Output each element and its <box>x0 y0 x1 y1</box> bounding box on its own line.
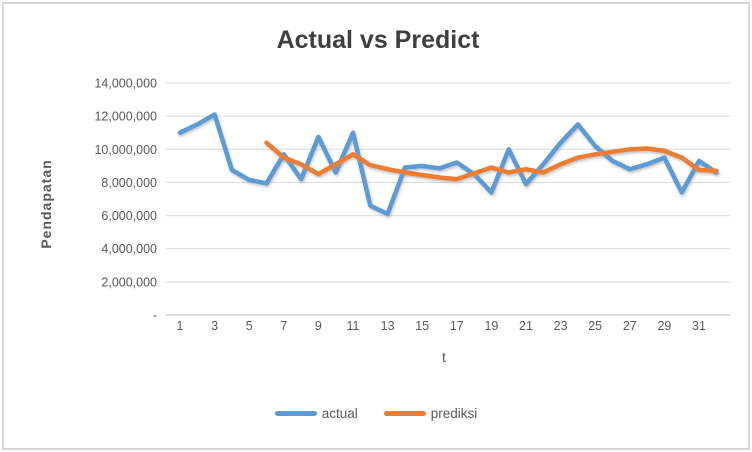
x-tick-label: 1 <box>177 319 184 333</box>
y-tick-label: 8,000,000 <box>101 176 157 190</box>
y-tick-label: 6,000,000 <box>101 209 157 223</box>
legend-item-prediksi[interactable]: prediksi <box>383 406 478 421</box>
legend-label-prediksi: prediksi <box>430 406 478 421</box>
y-tick-label: 4,000,000 <box>101 242 157 256</box>
x-tick-label: 9 <box>315 319 322 333</box>
y-tick-label: 14,000,000 <box>94 77 157 91</box>
y-tick-label: 10,000,000 <box>94 143 157 157</box>
x-tick-label: 5 <box>246 319 253 333</box>
legend-item-actual[interactable]: actual <box>274 406 358 421</box>
x-tick-label: 11 <box>347 319 360 333</box>
legend: actual prediksi <box>0 406 752 421</box>
actual-line-swatch-icon <box>274 411 317 416</box>
x-tick-label: 29 <box>657 319 671 333</box>
y-tick-label: 12,000,000 <box>94 110 157 124</box>
x-tick-label: 31 <box>692 319 706 333</box>
actual-series-line[interactable] <box>177 112 719 217</box>
x-tick-label: 27 <box>623 319 637 333</box>
chart-title: Actual vs Predict <box>276 26 480 54</box>
x-tick-label: 7 <box>280 319 287 333</box>
x-tick-label: 13 <box>381 319 395 333</box>
x-tick-label: 25 <box>588 319 602 333</box>
legend-label-actual: actual <box>321 406 358 421</box>
prediksi-line-swatch-icon <box>383 411 426 416</box>
x-tick-label: 17 <box>450 319 464 333</box>
y-tick-label: 2,000,000 <box>101 275 157 289</box>
x-tick-label: 21 <box>519 319 533 333</box>
x-axis-title: t <box>442 349 446 365</box>
x-tick-label: 15 <box>415 319 429 333</box>
prediksi-series-line[interactable] <box>264 140 719 182</box>
y-tick-label: - <box>153 309 157 323</box>
x-tick-label: 3 <box>211 319 218 333</box>
x-tick-label: 19 <box>484 319 498 333</box>
x-tick-label: 23 <box>554 319 568 333</box>
